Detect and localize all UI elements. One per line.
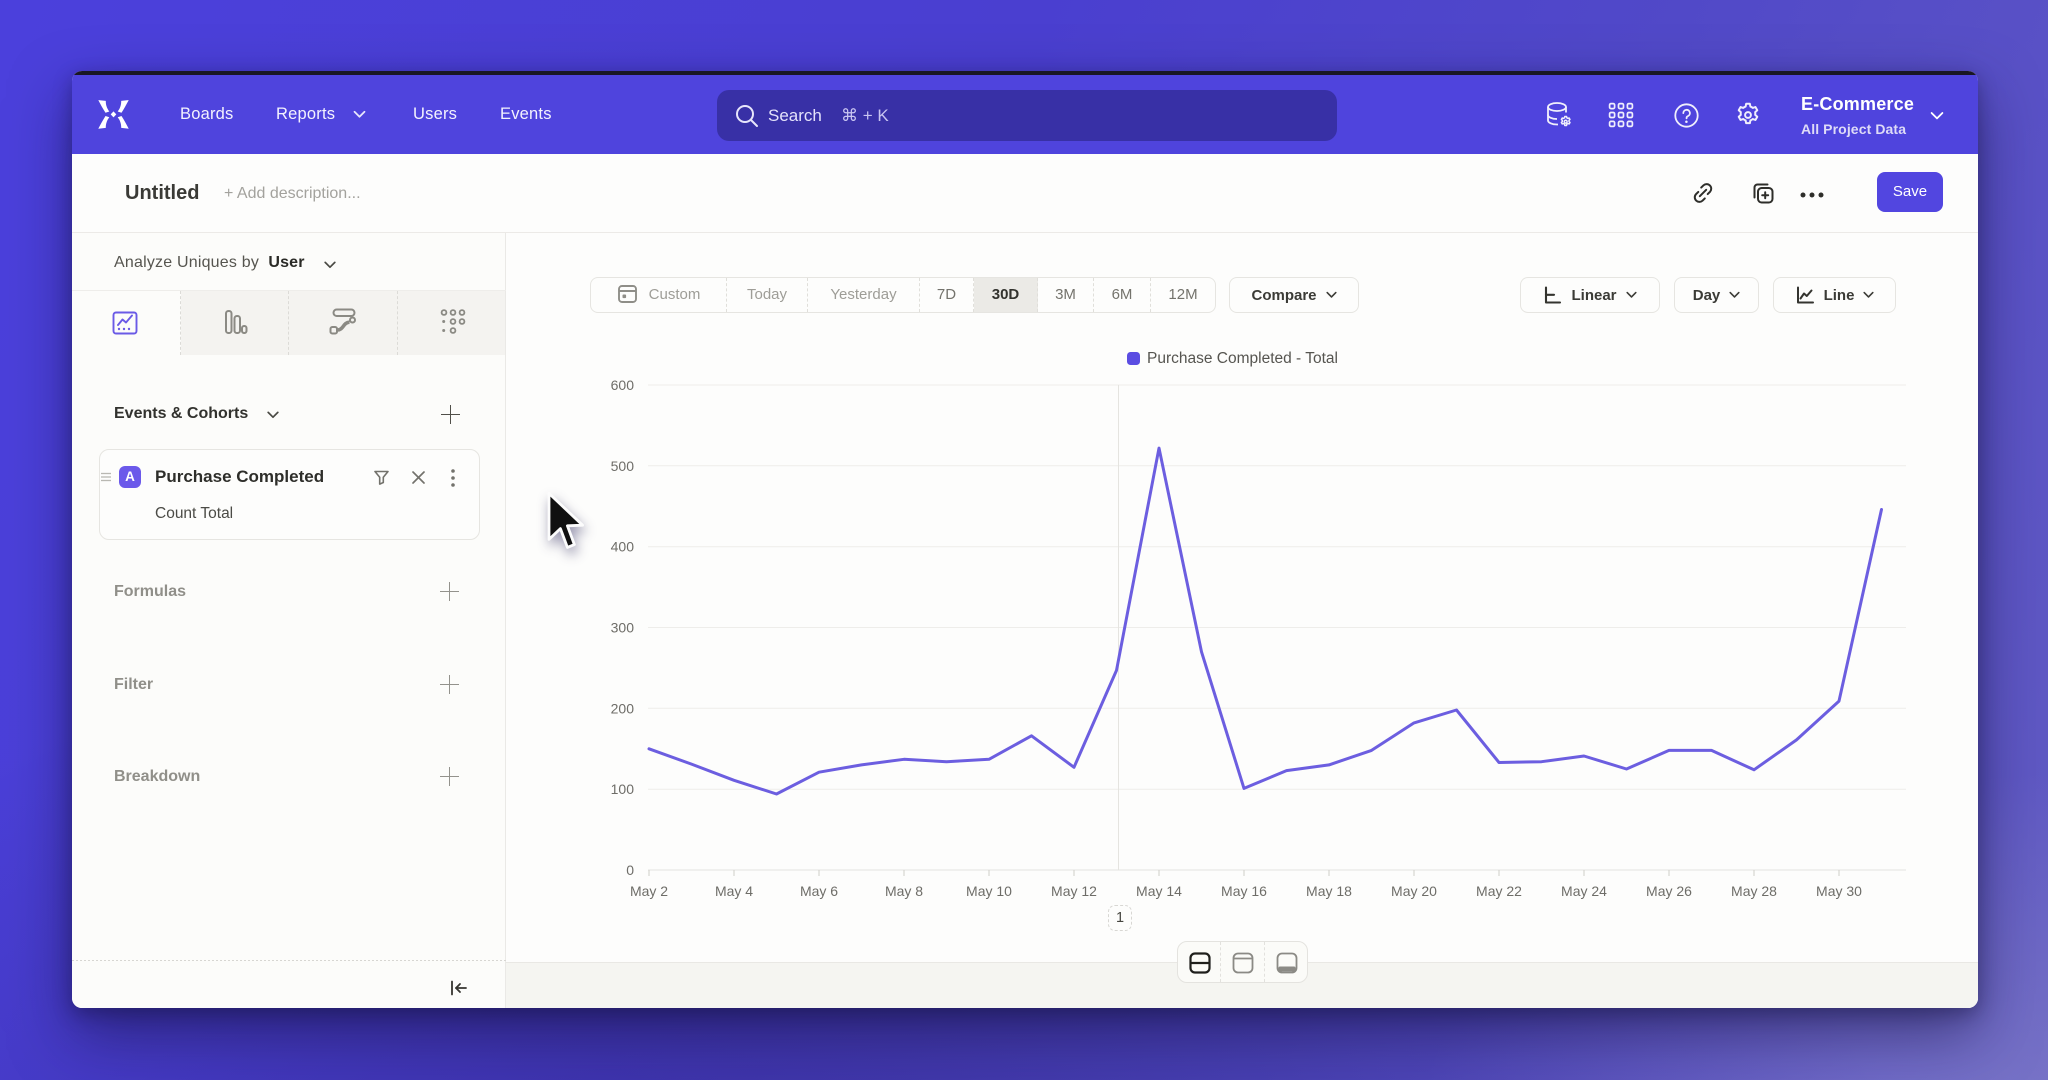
svg-text:May 16: May 16 bbox=[1221, 883, 1267, 899]
svg-text:May 24: May 24 bbox=[1561, 883, 1607, 899]
svg-text:May 2: May 2 bbox=[630, 883, 668, 899]
svg-text:May 4: May 4 bbox=[715, 883, 753, 899]
svg-text:May 14: May 14 bbox=[1136, 883, 1182, 899]
svg-text:500: 500 bbox=[611, 458, 635, 474]
svg-text:May 30: May 30 bbox=[1816, 883, 1862, 899]
svg-text:0: 0 bbox=[626, 862, 634, 878]
svg-text:May 20: May 20 bbox=[1391, 883, 1437, 899]
svg-text:May 28: May 28 bbox=[1731, 883, 1777, 899]
svg-text:100: 100 bbox=[611, 781, 635, 797]
svg-text:200: 200 bbox=[611, 700, 635, 716]
svg-text:May 18: May 18 bbox=[1306, 883, 1352, 899]
svg-text:May 10: May 10 bbox=[966, 883, 1012, 899]
svg-text:May 26: May 26 bbox=[1646, 883, 1692, 899]
svg-text:May 22: May 22 bbox=[1476, 883, 1522, 899]
svg-text:May 6: May 6 bbox=[800, 883, 838, 899]
svg-text:300: 300 bbox=[611, 620, 635, 636]
svg-text:600: 600 bbox=[611, 377, 635, 393]
svg-text:May 12: May 12 bbox=[1051, 883, 1097, 899]
svg-text:May 8: May 8 bbox=[885, 883, 923, 899]
svg-text:400: 400 bbox=[611, 539, 635, 555]
